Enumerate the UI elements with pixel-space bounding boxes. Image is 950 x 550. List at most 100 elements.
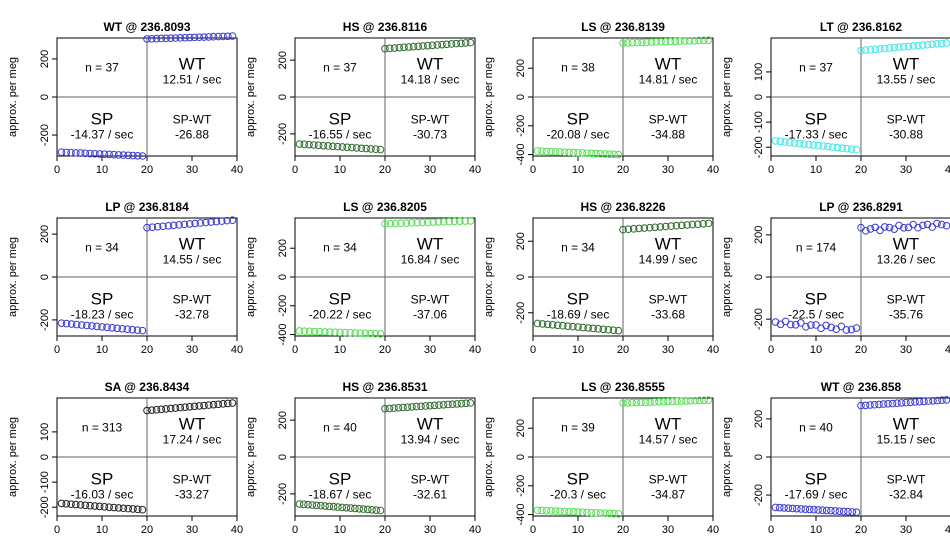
- data-point: [100, 150, 109, 159]
- data-point: [533, 506, 542, 515]
- data-point: [587, 508, 596, 517]
- data-point: [795, 139, 804, 148]
- data-point: [305, 327, 314, 336]
- data-point: [447, 40, 456, 48]
- data-point: [86, 501, 94, 510]
- y-tick-label: -200: [515, 302, 527, 324]
- data-point: [781, 138, 789, 146]
- y-tick-label: -200: [39, 124, 51, 146]
- data-point: [584, 324, 592, 332]
- sp-label: SP: [805, 290, 828, 309]
- data-point: [628, 38, 637, 47]
- data-point: [668, 397, 677, 406]
- data-point: [223, 32, 232, 41]
- y-tick-label: 200: [39, 225, 51, 243]
- data-point: [57, 148, 66, 156]
- x-tick-label: 20: [379, 164, 391, 176]
- x-tick-label: 0: [292, 344, 298, 356]
- y-tick-label: -200: [753, 136, 765, 158]
- data-point: [333, 142, 342, 151]
- data-point: [564, 322, 572, 330]
- data-point: [325, 502, 334, 511]
- data-point: [599, 325, 608, 334]
- data-point: [346, 328, 354, 337]
- x-tick-label: 30: [900, 164, 912, 176]
- data-point: [407, 219, 416, 227]
- data-point: [784, 504, 793, 512]
- y-tick-label: 200: [39, 50, 51, 68]
- data-point: [361, 329, 370, 338]
- x-tick-label: 40: [469, 524, 481, 536]
- data-point: [153, 222, 162, 231]
- data-point: [400, 43, 408, 52]
- data-point: [583, 149, 591, 157]
- data-point: [614, 150, 623, 159]
- sp-label: SP: [567, 470, 590, 489]
- data-point: [831, 507, 839, 515]
- data-point: [629, 225, 638, 233]
- diff-value: -37.06: [413, 308, 447, 322]
- sp-rate: -20.08 / sec: [547, 128, 610, 142]
- data-point: [381, 404, 389, 413]
- x-tick-label: 40: [707, 164, 719, 176]
- sample-count: n = 37: [323, 61, 357, 75]
- data-point: [95, 150, 104, 158]
- chart-panel: LT @ 236.8162 0 10 20 30 40 -200 -100 0 100 approx…: [721, 20, 950, 176]
- data-point: [861, 46, 870, 54]
- sp-rate: -18.23 / sec: [71, 308, 134, 322]
- data-point: [911, 398, 919, 406]
- data-point: [661, 222, 670, 231]
- data-point: [632, 398, 641, 407]
- data-point: [200, 33, 208, 41]
- data-point: [655, 398, 663, 406]
- y-tick-label: -400: [515, 504, 527, 526]
- data-point: [664, 397, 672, 406]
- x-tick-label: 30: [424, 164, 436, 176]
- x-tick-label: 10: [334, 344, 346, 356]
- data-point: [601, 150, 609, 158]
- y-tick-label: 100: [753, 63, 765, 81]
- y-tick-label: 0: [753, 454, 765, 460]
- data-point: [583, 508, 591, 517]
- data-point: [57, 499, 66, 508]
- chart-panel: LP @ 236.8291 0 10 20 30 40 -200 0 200 approx. pe…: [721, 200, 950, 356]
- y-axis-label: approx. per meg: [483, 417, 495, 497]
- panel-title: LS @ 236.8205: [343, 200, 427, 214]
- y-tick-label: 200: [515, 232, 527, 250]
- x-tick-label: 40: [469, 164, 481, 176]
- wt-label: WT: [893, 235, 919, 254]
- data-point: [336, 328, 344, 337]
- sp-label: SP: [91, 470, 114, 489]
- data-point: [895, 221, 903, 230]
- wt-label: WT: [179, 55, 205, 74]
- data-point: [164, 221, 173, 230]
- data-point: [324, 142, 332, 150]
- data-point: [412, 402, 421, 411]
- data-point: [819, 142, 827, 150]
- data-point: [933, 396, 942, 405]
- data-point: [376, 330, 385, 338]
- y-axis-label: approx. per meg: [245, 57, 257, 137]
- data-point: [138, 326, 147, 335]
- data-point: [185, 402, 194, 411]
- data-point: [91, 149, 99, 158]
- data-point: [456, 217, 464, 226]
- data-point: [685, 36, 694, 45]
- data-point: [343, 143, 351, 152]
- wt-rate: 15.15 / sec: [877, 433, 936, 447]
- data-point: [434, 218, 443, 226]
- sp-rate: -20.3 / sec: [550, 488, 606, 502]
- data-point: [909, 42, 918, 50]
- data-point: [824, 142, 832, 151]
- data-point: [200, 401, 208, 410]
- data-point: [466, 217, 475, 225]
- x-tick-label: 0: [54, 164, 60, 176]
- sample-count: n = 34: [323, 241, 357, 255]
- sp-rate: -16.03 / sec: [71, 488, 134, 502]
- data-point: [83, 321, 91, 330]
- data-point: [656, 223, 665, 231]
- data-point: [376, 506, 385, 515]
- data-point: [671, 37, 680, 46]
- data-point: [818, 506, 827, 514]
- data-point: [228, 216, 237, 224]
